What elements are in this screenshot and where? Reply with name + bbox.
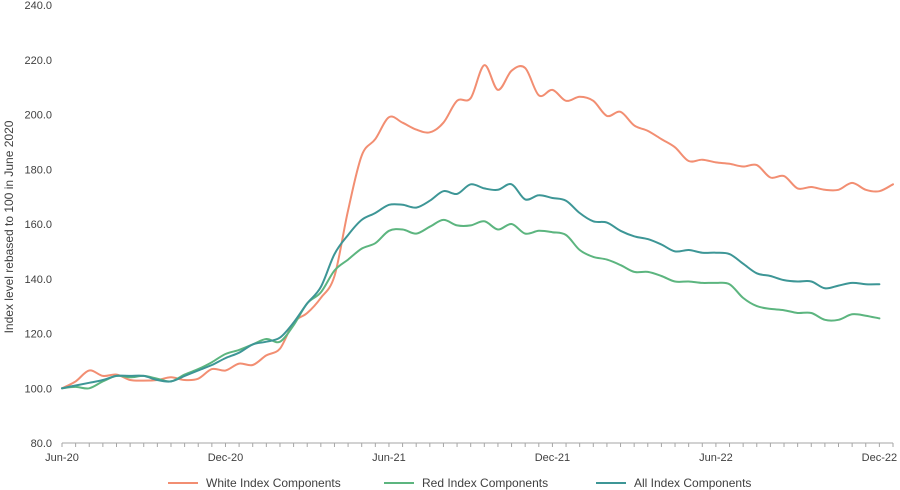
series-line-all-index-components [61,183,881,390]
x-tick-label: Jun-21 [372,452,406,464]
x-tick-label: Dec-21 [535,452,570,464]
x-tick-label: Jun-20 [45,452,79,464]
y-tick-label: 140.0 [24,274,52,286]
series-layer [61,64,894,390]
y-tick-label: 80.0 [31,438,52,450]
y-tick-label: 200.0 [24,110,52,122]
legend-label: All Index Components [634,476,751,490]
legend-label: White Index Components [206,476,341,490]
y-tick-label: 100.0 [24,383,52,395]
y-axis: 80.0 100.0 120.0 140.0 160.0 180.0 200.0 220.0 2… [24,0,52,450]
y-tick-label: 240.0 [24,0,52,12]
legend: White Index Components Red Index Componen… [168,476,751,490]
series-line-white-index-components [61,64,894,390]
x-tick-label: Dec-22 [862,452,897,464]
y-tick-label: 180.0 [24,164,52,176]
y-axis-label: Index level rebased to 100 in June 2020 [2,120,16,333]
legend-label: Red Index Components [422,476,548,490]
x-axis: Jun-20Dec-20Jun-21Dec-21Jun-22Dec-22Jun-… [45,442,897,464]
y-tick-label: 120.0 [24,329,52,341]
y-tick-label: 160.0 [24,219,52,231]
x-tick-label: Jun-22 [699,452,733,464]
y-tick-label: 220.0 [24,55,52,67]
x-tick-label: Dec-20 [208,452,243,464]
series-line-red-index-components [61,218,881,390]
